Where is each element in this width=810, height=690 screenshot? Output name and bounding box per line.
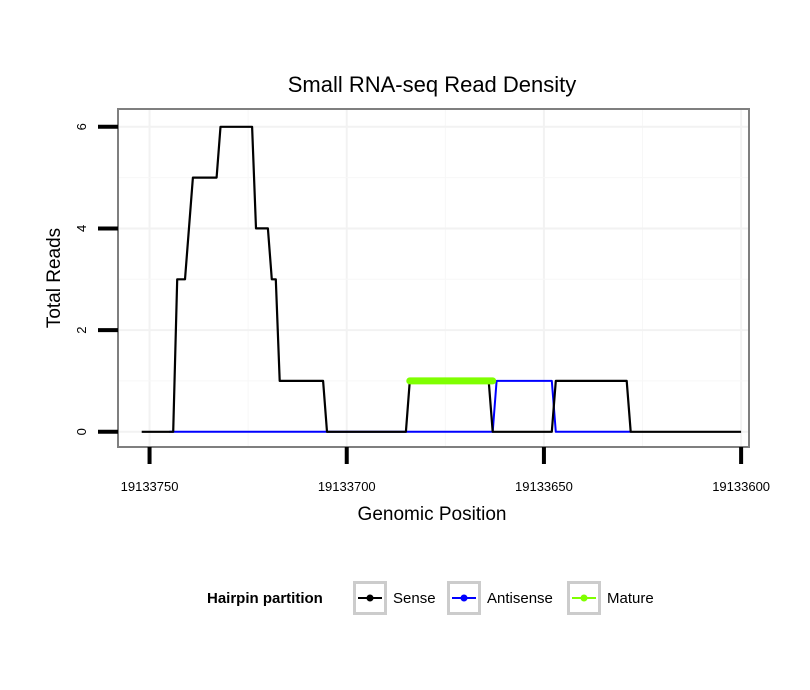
chart-title: Small RNA-seq Read Density [288,72,577,97]
legend-label-sense: Sense [393,590,436,607]
legend-key-dot-mature [580,594,588,602]
legend-item-sense: Sense [353,581,436,615]
y-tick-label: 6 [74,123,89,130]
legend-title: Hairpin partition [207,590,323,607]
y-tick-label: 0 [74,428,89,435]
y-axis-title: Total Reads [44,228,65,328]
y-tick-label: 4 [74,225,89,232]
plot-panel-background [118,109,749,447]
legend-item-mature: Mature [567,581,654,615]
legend-item-antisense: Antisense [447,581,553,615]
axes: 19133750 19133700 19133650 19133600 0 2 4 6 [74,123,770,494]
legend-key-dot-sense [366,594,374,602]
y-tick-label: 2 [74,326,89,333]
legend-key-dot-antisense [460,594,468,602]
x-tick-label: 19133600 [712,479,770,494]
legend-label-mature: Mature [607,590,654,607]
data-series [141,125,742,433]
legend-label-antisense: Antisense [487,590,553,607]
series-line-sense [141,125,742,433]
x-tick-label: 19133650 [515,479,573,494]
x-tick-label: 19133750 [121,479,179,494]
x-tick-label: 19133700 [318,479,376,494]
x-axis-title: Genomic Position [358,504,507,525]
panel-border [117,108,750,448]
plot-panel-border [117,108,750,448]
grid-lines [118,109,749,447]
legend: Hairpin partition Sense Antisense Mature [207,581,654,615]
series-line-antisense [169,379,631,433]
panel-background [118,109,749,447]
